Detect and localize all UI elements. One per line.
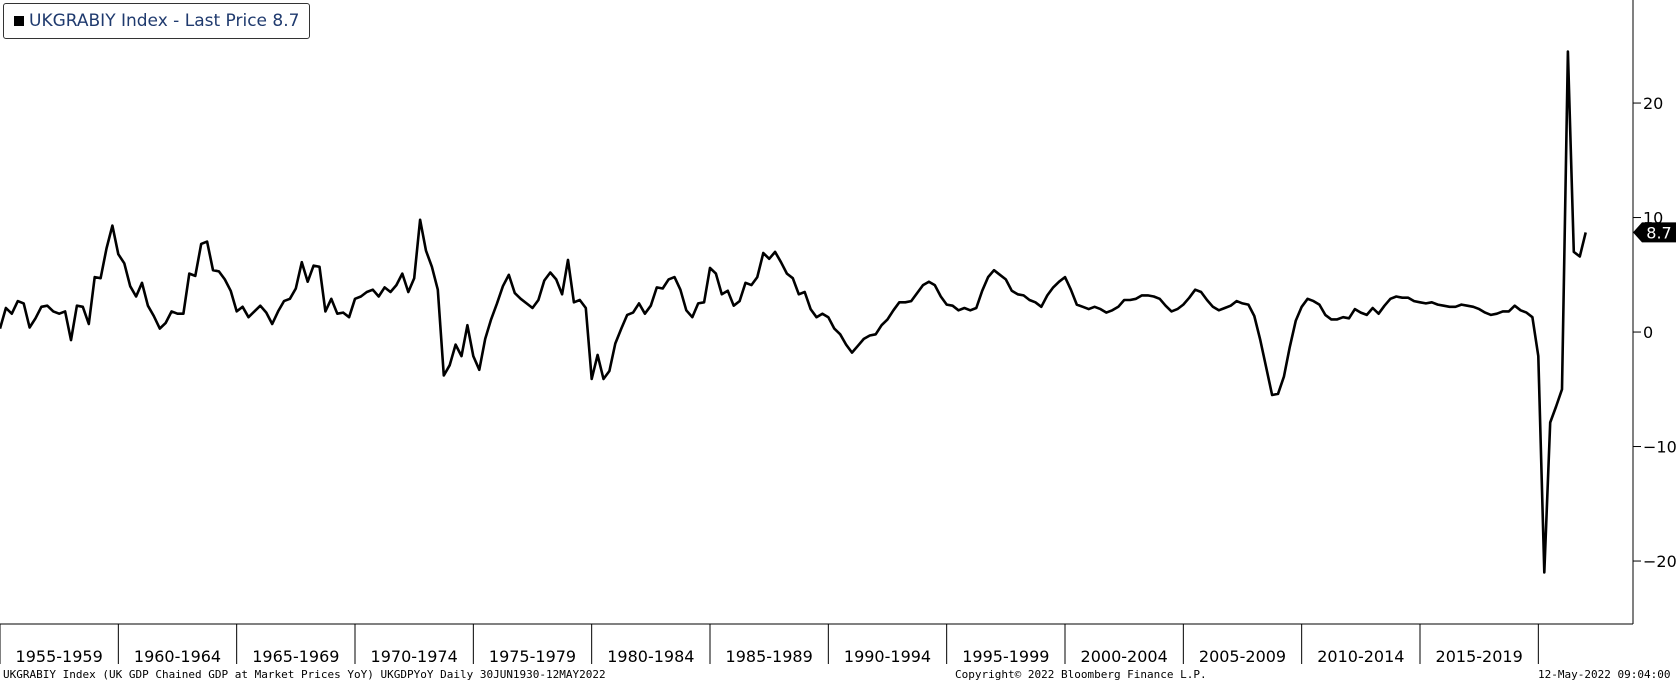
x-tick-label: 1955-1959 [16, 647, 103, 666]
last-price-label: 8.7 [1646, 223, 1671, 242]
x-tick-label: 1975-1979 [489, 647, 576, 666]
footer-timestamp: 12-May-2022 09:04:00 [1538, 668, 1671, 681]
x-tick-label: 2005-2009 [1199, 647, 1286, 666]
x-tick-label: 2000-2004 [1081, 647, 1168, 666]
x-tick-label: 1965-1969 [252, 647, 339, 666]
legend-swatch [14, 16, 24, 26]
x-tick-label: 2015-2019 [1436, 647, 1523, 666]
footer-description: UKGRABIY Index (UK GDP Chained GDP at Ma… [3, 668, 606, 681]
last-price-marker [1633, 222, 1676, 243]
x-tick-label: 1960-1964 [134, 647, 221, 666]
legend: UKGRABIY Index - Last Price 8.7 [3, 3, 311, 39]
series-layer [0, 50, 1587, 574]
x-tick-label: 1990-1994 [844, 647, 931, 666]
x-tick-label: 2010-2014 [1317, 647, 1404, 666]
last-price-badge: 8.7 [1633, 222, 1676, 243]
y-tick-label: −20 [1643, 552, 1676, 571]
series-line [0, 50, 1587, 574]
x-tick-label: 1995-1999 [962, 647, 1049, 666]
y-tick-label: 20 [1643, 94, 1663, 113]
y-tick-label: 0 [1643, 323, 1653, 342]
x-axis: 1955-1959 1960-1964 1965-1969 1970-1974 1975… [0, 623, 1633, 666]
y-tick-label: −10 [1643, 438, 1676, 457]
x-tick-label: 1970-1974 [371, 647, 458, 666]
x-tick-label: 1980-1984 [607, 647, 694, 666]
legend-label: UKGRABIY Index - Last Price 8.7 [29, 11, 300, 31]
x-tick-label: 1985-1989 [726, 647, 813, 666]
footer-copyright: Copyright© 2022 Bloomberg Finance L.P. [955, 668, 1207, 681]
